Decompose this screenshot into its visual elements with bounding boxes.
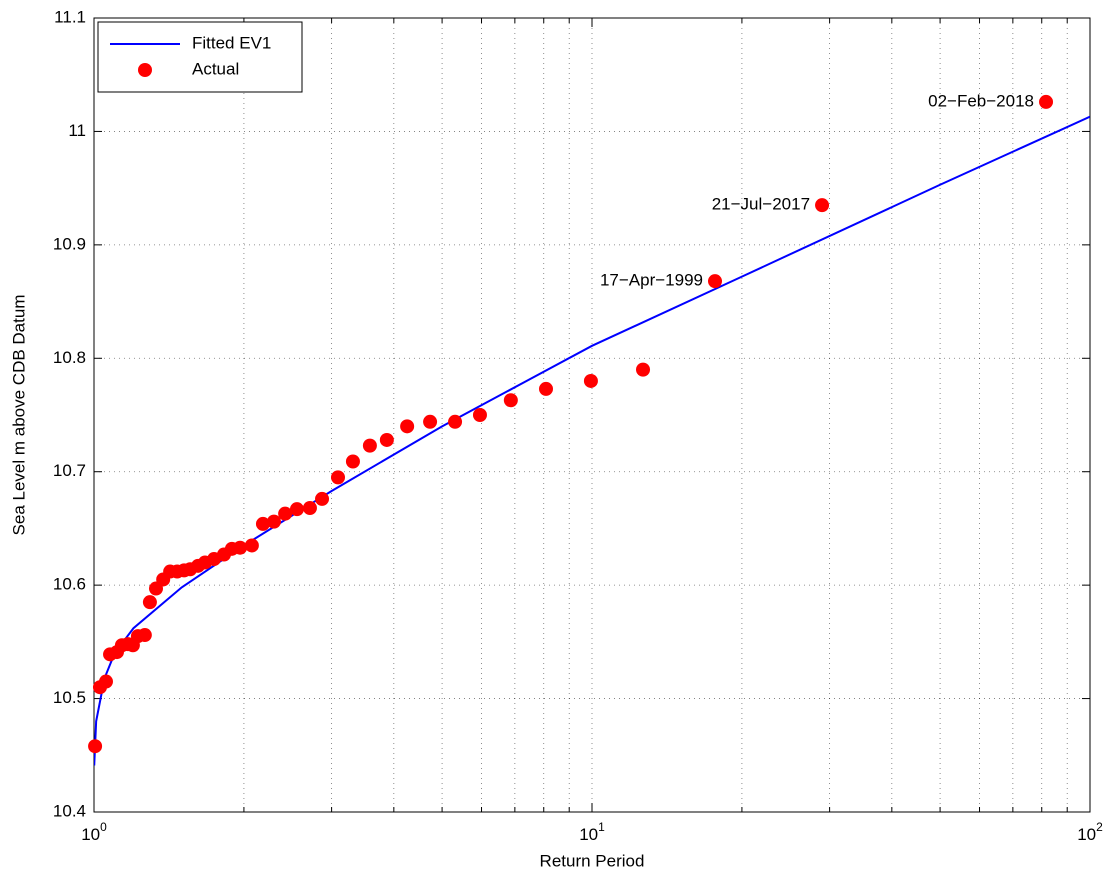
data-point: [472, 408, 487, 422]
x-tick-base: 10: [579, 825, 598, 844]
x-tick-label: 100: [81, 820, 107, 844]
y-axis-label: Sea Level m above CDB Datum: [9, 295, 28, 536]
x-tick-base: 10: [1077, 825, 1096, 844]
data-point: [583, 373, 598, 388]
legend-swatch: [138, 63, 152, 77]
data-point: [503, 393, 518, 408]
y-tick-label: 10.8: [53, 348, 86, 367]
data-point: [278, 506, 293, 521]
data-point: [266, 514, 281, 529]
legend-box: [97, 21, 303, 93]
data-point: [448, 414, 463, 429]
data-point: [345, 454, 360, 469]
data-point: [708, 274, 723, 289]
data-point: [255, 516, 270, 531]
data-point: [244, 538, 259, 553]
y-tick-label: 10.6: [53, 575, 86, 594]
data-point: [98, 674, 113, 689]
annotation: 17−Apr−1999: [600, 271, 703, 290]
x-axis-label: Return Period: [540, 851, 645, 870]
data-point: [289, 502, 304, 517]
data-point: [137, 628, 152, 643]
data-point: [400, 419, 415, 434]
y-tick-label: 10.5: [53, 688, 86, 707]
data-point: [636, 362, 651, 377]
y-tick-label: 10.9: [53, 234, 86, 253]
y-tick-label: 11: [68, 121, 86, 140]
data-point: [233, 540, 248, 555]
data-point: [362, 438, 377, 453]
data-point: [1039, 94, 1054, 109]
y-tick-label: 10.4: [53, 801, 86, 820]
data-point: [315, 491, 330, 506]
annotation: 21−Jul−2017: [712, 195, 810, 214]
plot-frame: [93, 17, 1091, 813]
data-point: [423, 414, 438, 429]
x-tick-exponent: 0: [100, 820, 107, 834]
data-point: [330, 470, 345, 485]
data-point: [88, 739, 103, 754]
data-point: [815, 198, 830, 213]
x-tick-label: 101: [579, 820, 605, 844]
data-point: [302, 501, 317, 516]
legend-label: Actual: [192, 59, 239, 78]
annotation: 02−Feb−2018: [928, 91, 1034, 110]
data-point: [379, 432, 394, 447]
data-point: [538, 381, 553, 396]
x-tick-exponent: 1: [598, 820, 605, 834]
x-tick-base: 10: [81, 825, 100, 844]
y-tick-label: 11.1: [54, 7, 86, 26]
x-tick-label: 102: [1077, 820, 1103, 844]
y-tick-label: 10.7: [53, 461, 86, 480]
legend-label: Fitted EV1: [192, 33, 271, 52]
data-point: [142, 595, 157, 610]
x-tick-exponent: 2: [1096, 820, 1103, 834]
